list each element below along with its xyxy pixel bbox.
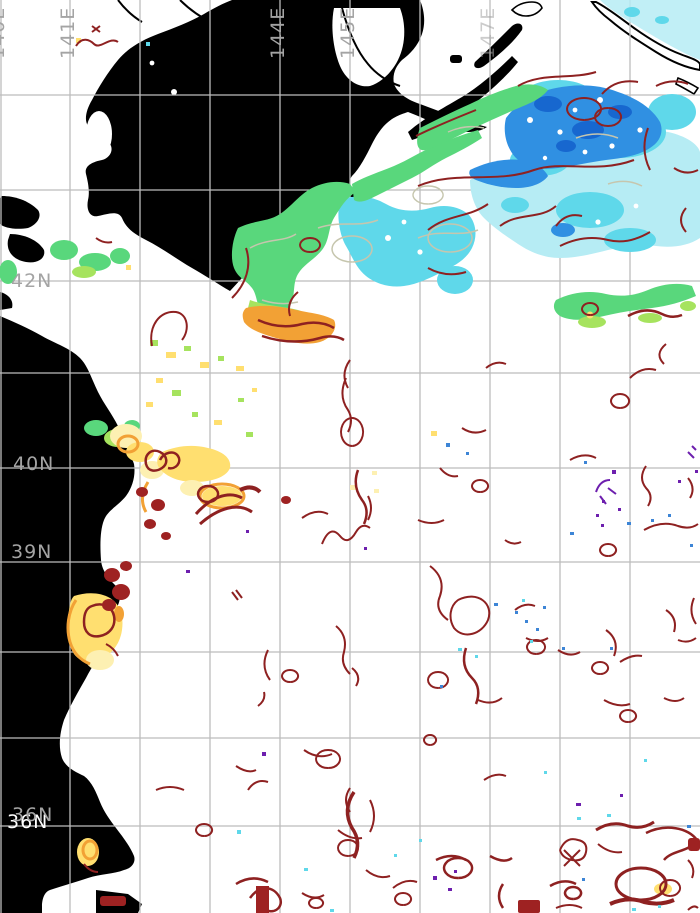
contours-central [340,359,522,545]
contours-bottom-right [555,820,699,911]
island-nw-1 [0,196,40,229]
graticule-labels: 140E 141E 144E 145E 147E 42N 40N 39N 36N… [0,7,499,833]
coastline-arc-1 [117,0,143,23]
lat-label-36n-shadow: 36N [7,811,48,833]
lat-label-39n: 39N [11,541,52,563]
island-outline-small [510,1,543,17]
contours-north [75,25,477,347]
lon-label-141e: 141E [57,7,79,59]
bay-coastline [341,7,401,87]
dark-red-patches [100,487,700,913]
blue-specks [440,443,693,881]
land-white-fleck-2 [149,60,155,66]
lat-label-36n: 36N [12,804,53,826]
light-contours [249,125,643,305]
lon-label-147e: 147E [477,7,499,59]
island-small [450,55,462,63]
patch-blue-arm [469,159,548,188]
contours-coastal-cluster [82,449,371,873]
lon-label-144e: 144E [267,7,289,59]
patch-orange-band [242,305,336,344]
patch-yellow-band [157,445,231,482]
patch-green-strait [417,84,548,151]
land-white-fleck-1 [171,89,177,95]
blue-core-white-mottle [385,97,643,255]
island-nw-4 [0,292,13,310]
island-etorofu-outline [590,0,700,72]
patch-lightgreen-east [578,301,696,328]
contours-bottom-left [155,749,583,913]
lon-label-140e: 140E [0,7,9,59]
yellow-flecks [76,38,672,895]
speck-band-mid-left [146,340,257,437]
patch-pale-cyan-corner [600,0,700,60]
patch-green-east-band [553,283,696,320]
patch-paleyellow-2 [86,650,114,670]
patch-green-main [231,181,356,317]
lat-label-40n: 40N [13,453,54,475]
orange-arcs [66,434,246,861]
island-nw-2 [7,234,45,263]
island-urup-outline [675,76,700,96]
ishikari-bay [86,111,112,157]
patch-cyan-mid [338,196,476,287]
land-honshu [0,316,135,913]
lat-label-42n: 42N [11,270,52,292]
coastline-arc-2 [179,0,215,25]
lon-label-145e: 145E [337,7,359,59]
contours-south-central [257,565,697,746]
orange-fleck [114,606,124,622]
contours-northeast [417,71,699,276]
contours-east [569,302,699,557]
purple-marks [186,445,698,891]
patch-green-band-ne [352,130,482,202]
island-shikotan [474,23,523,69]
patch-cyan-mid-2 [437,266,473,294]
patch-blue-low [551,223,575,237]
cyan-specks [146,42,661,912]
